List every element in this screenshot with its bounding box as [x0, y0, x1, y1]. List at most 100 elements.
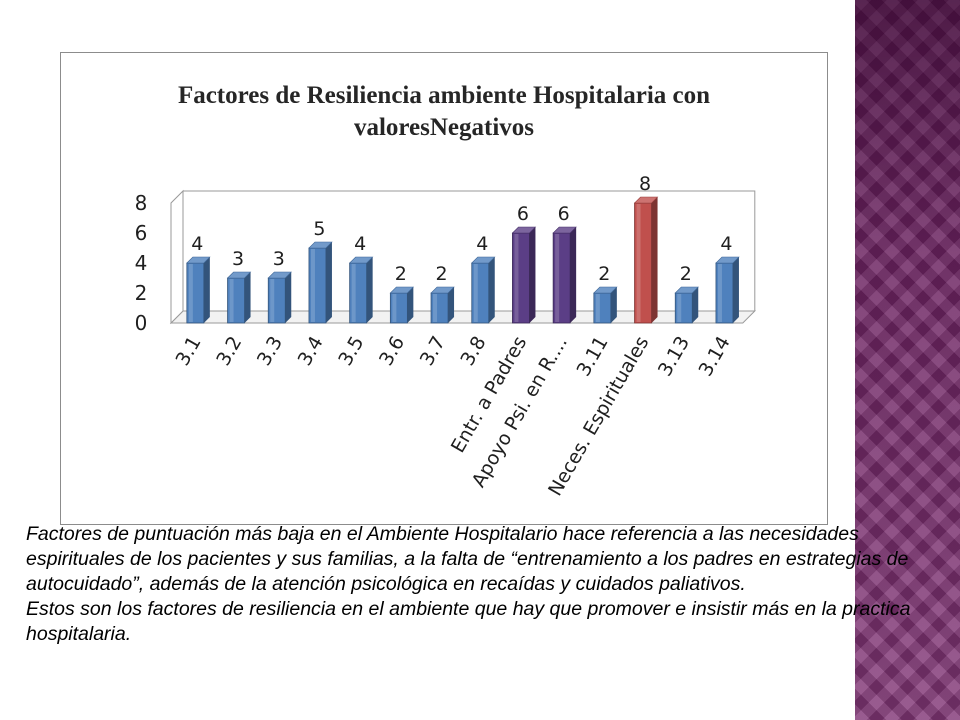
y-tick-label: 8 — [135, 191, 148, 215]
y-tick-label: 6 — [135, 221, 148, 245]
bar-highlight — [229, 279, 234, 322]
bar-top — [511, 226, 537, 234]
chart-title-line: Factores de Resiliencia ambiente Hospita… — [178, 82, 710, 109]
chart-frame: Factores de Resiliencia ambiente Hospita… — [60, 52, 828, 525]
data-label: 3 — [273, 248, 285, 270]
bar — [348, 256, 374, 324]
bar-top — [471, 256, 496, 264]
bar-highlight — [392, 294, 397, 322]
data-label: 2 — [436, 263, 448, 285]
data-label: 4 — [354, 233, 366, 255]
y-tick-label: 0 — [135, 311, 148, 335]
x-tick-label: 3.7 — [416, 333, 450, 370]
x-tick-label: 3.4 — [294, 333, 328, 370]
bar — [267, 271, 292, 324]
bar-side — [366, 257, 373, 323]
chart-title: Factores de Resiliencia ambiente Hospita… — [178, 82, 710, 141]
bar-top — [348, 256, 374, 264]
bar-highlight — [188, 264, 193, 322]
bar-side — [610, 287, 617, 323]
x-tick-label: 3.3 — [253, 333, 287, 370]
bar-top — [633, 196, 659, 204]
data-label: 2 — [680, 263, 692, 285]
bar-highlight — [595, 294, 600, 322]
bar-top — [593, 286, 618, 294]
caption-text: Factores de puntuación más baja en el Am… — [26, 522, 956, 647]
bar — [593, 286, 618, 324]
bar-highlight — [270, 279, 275, 322]
bar-top — [430, 286, 455, 294]
chart-walls — [169, 189, 757, 325]
chart-title-line: valoresNegativos — [354, 114, 534, 141]
x-tick-label: 3.13 — [654, 333, 694, 381]
chart-floor — [169, 310, 757, 324]
chart-side-wall — [170, 189, 184, 325]
bar-side — [203, 257, 210, 323]
x-tick-label: 3.2 — [212, 333, 246, 370]
bar-highlight — [677, 294, 682, 322]
x-tick-label: 3.1 — [172, 333, 206, 370]
data-label: 4 — [720, 233, 732, 255]
bar-side — [529, 227, 536, 323]
y-tick-label: 2 — [135, 281, 148, 305]
bar-side — [488, 257, 495, 323]
bar-side — [651, 197, 658, 323]
decorative-side-band — [855, 0, 960, 720]
bar-highlight — [473, 264, 478, 322]
data-label: 6 — [517, 203, 529, 225]
bar-side — [244, 272, 251, 323]
bar-top — [389, 286, 415, 294]
data-label: 2 — [395, 263, 407, 285]
bars — [186, 196, 740, 324]
bar-highlight — [717, 264, 722, 322]
bar-side — [692, 287, 699, 323]
data-label: 8 — [639, 173, 651, 195]
bar — [633, 196, 659, 324]
bar-side — [325, 242, 332, 323]
bar — [715, 256, 740, 324]
bar-top — [308, 241, 333, 249]
bar-side — [448, 287, 455, 323]
data-label: 5 — [313, 218, 325, 240]
bar-chart: Factores de Resiliencia ambiente Hospita… — [135, 82, 757, 500]
x-tick-label: 3.6 — [375, 333, 409, 370]
y-tick-label: 4 — [135, 251, 148, 275]
chart-back-wall — [183, 190, 756, 311]
bar-highlight — [310, 249, 315, 322]
bar-top — [552, 226, 577, 234]
bar — [511, 226, 537, 324]
bar-side — [570, 227, 577, 323]
x-tick-label: 3.8 — [456, 333, 490, 370]
caption-paragraph-1: Factores de puntuación más baja en el Am… — [26, 523, 909, 595]
bar-side — [732, 257, 739, 323]
bar — [186, 256, 211, 324]
data-label: 4 — [476, 233, 488, 255]
x-tick-label: 3.14 — [695, 333, 735, 381]
bar-highlight — [351, 264, 356, 322]
bar-top — [186, 256, 211, 264]
bar-top — [267, 271, 292, 279]
bar-top — [715, 256, 740, 264]
data-label: 3 — [232, 248, 244, 270]
bar-highlight — [636, 204, 641, 322]
bar-side — [407, 287, 414, 323]
bar — [226, 271, 252, 324]
bar-side — [285, 272, 292, 323]
bar-highlight — [433, 294, 438, 322]
data-label: 6 — [558, 203, 570, 225]
caption-paragraph-2: Estos son los factores de resiliencia en… — [26, 598, 911, 645]
bar — [552, 226, 577, 324]
data-label: 4 — [191, 233, 203, 255]
bar — [308, 241, 333, 324]
data-labels: 4 3 3 5 4 2 2 4 6 6 2 8 2 4 — [191, 173, 732, 285]
bar — [674, 286, 699, 324]
x-tick-label: 3.5 — [334, 333, 368, 370]
x-tick-label: 3.11 — [572, 333, 612, 381]
bar-highlight — [555, 234, 560, 322]
data-label: 2 — [598, 263, 610, 285]
bar-top — [674, 286, 699, 294]
bar — [471, 256, 496, 324]
y-axis: 0 2 4 6 8 — [135, 191, 148, 335]
bar — [430, 286, 455, 324]
